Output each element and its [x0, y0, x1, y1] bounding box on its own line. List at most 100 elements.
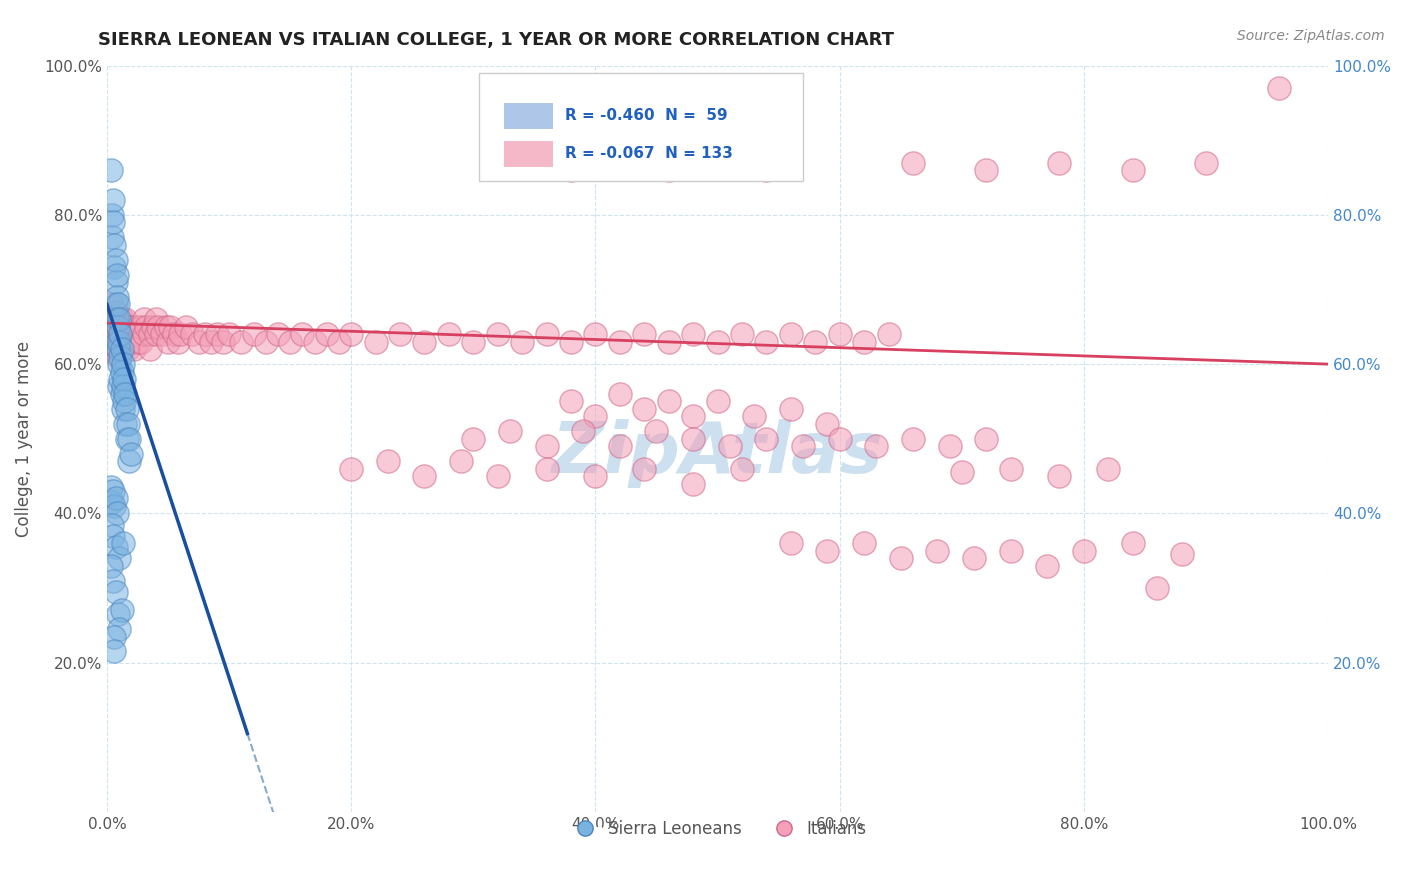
FancyBboxPatch shape — [479, 73, 803, 181]
Point — [1170, 548, 1192, 562]
Point — [104, 252, 127, 267]
Point — [364, 334, 387, 349]
Point — [112, 342, 135, 356]
Point — [706, 394, 728, 409]
Point — [536, 461, 558, 475]
Point — [108, 342, 131, 356]
Point — [114, 417, 136, 431]
Point — [205, 327, 228, 342]
Point — [176, 319, 198, 334]
Point — [1000, 461, 1022, 475]
Point — [163, 327, 186, 342]
Point — [340, 327, 363, 342]
Point — [463, 334, 485, 349]
Point — [572, 424, 595, 438]
Point — [974, 432, 997, 446]
Point — [828, 432, 851, 446]
Point — [115, 401, 138, 416]
Point — [145, 327, 167, 342]
Point — [120, 327, 142, 342]
Point — [100, 480, 122, 494]
Point — [779, 327, 801, 342]
Point — [633, 327, 655, 342]
Point — [110, 350, 132, 364]
Point — [779, 536, 801, 550]
Point — [560, 163, 582, 178]
Point — [104, 305, 127, 319]
Point — [118, 432, 141, 446]
Point — [499, 424, 522, 438]
Point — [108, 312, 131, 326]
Point — [389, 327, 412, 342]
Point — [108, 357, 131, 371]
Point — [1195, 155, 1218, 169]
Point — [122, 342, 145, 356]
Point — [105, 507, 128, 521]
Point — [112, 327, 135, 342]
Point — [112, 372, 135, 386]
Point — [155, 319, 177, 334]
Point — [138, 327, 160, 342]
Point — [115, 334, 138, 349]
Point — [437, 327, 460, 342]
Point — [104, 297, 127, 311]
Point — [1000, 543, 1022, 558]
Point — [583, 327, 606, 342]
Point — [101, 215, 124, 229]
Point — [101, 193, 124, 207]
Point — [315, 327, 337, 342]
Point — [111, 342, 134, 356]
Point — [609, 439, 631, 453]
Point — [118, 319, 141, 334]
Point — [828, 327, 851, 342]
Point — [200, 334, 222, 349]
Point — [609, 334, 631, 349]
Point — [682, 432, 704, 446]
Point — [804, 334, 827, 349]
Point — [877, 327, 900, 342]
Point — [242, 327, 264, 342]
Point — [1036, 558, 1059, 573]
Point — [159, 319, 181, 334]
Point — [117, 342, 139, 356]
Point — [963, 551, 986, 566]
Point — [103, 312, 125, 326]
Point — [117, 327, 139, 342]
Point — [150, 327, 173, 342]
Point — [510, 334, 533, 349]
Point — [111, 319, 134, 334]
Point — [107, 297, 129, 311]
Point — [560, 334, 582, 349]
Point — [187, 334, 209, 349]
Point — [108, 334, 131, 349]
Point — [742, 409, 765, 424]
Point — [901, 432, 924, 446]
Point — [105, 327, 128, 342]
Point — [101, 230, 124, 244]
Point — [212, 334, 235, 349]
Point — [104, 334, 127, 349]
Point — [267, 327, 290, 342]
Text: SIERRA LEONEAN VS ITALIAN COLLEGE, 1 YEAR OR MORE CORRELATION CHART: SIERRA LEONEAN VS ITALIAN COLLEGE, 1 YEA… — [98, 31, 894, 49]
Point — [583, 409, 606, 424]
Point — [779, 401, 801, 416]
Point — [100, 558, 122, 573]
Point — [101, 342, 124, 356]
Point — [101, 297, 124, 311]
Point — [927, 543, 949, 558]
Point — [1097, 461, 1119, 475]
Point — [111, 401, 134, 416]
Point — [865, 439, 887, 453]
Point — [108, 327, 131, 342]
Point — [110, 372, 132, 386]
Point — [157, 334, 180, 349]
Point — [127, 334, 149, 349]
Point — [107, 319, 129, 334]
Point — [682, 409, 704, 424]
Point — [463, 432, 485, 446]
Point — [103, 260, 125, 274]
Point — [658, 163, 681, 178]
Y-axis label: College, 1 year or more: College, 1 year or more — [15, 341, 32, 537]
Point — [112, 394, 135, 409]
FancyBboxPatch shape — [503, 141, 553, 167]
